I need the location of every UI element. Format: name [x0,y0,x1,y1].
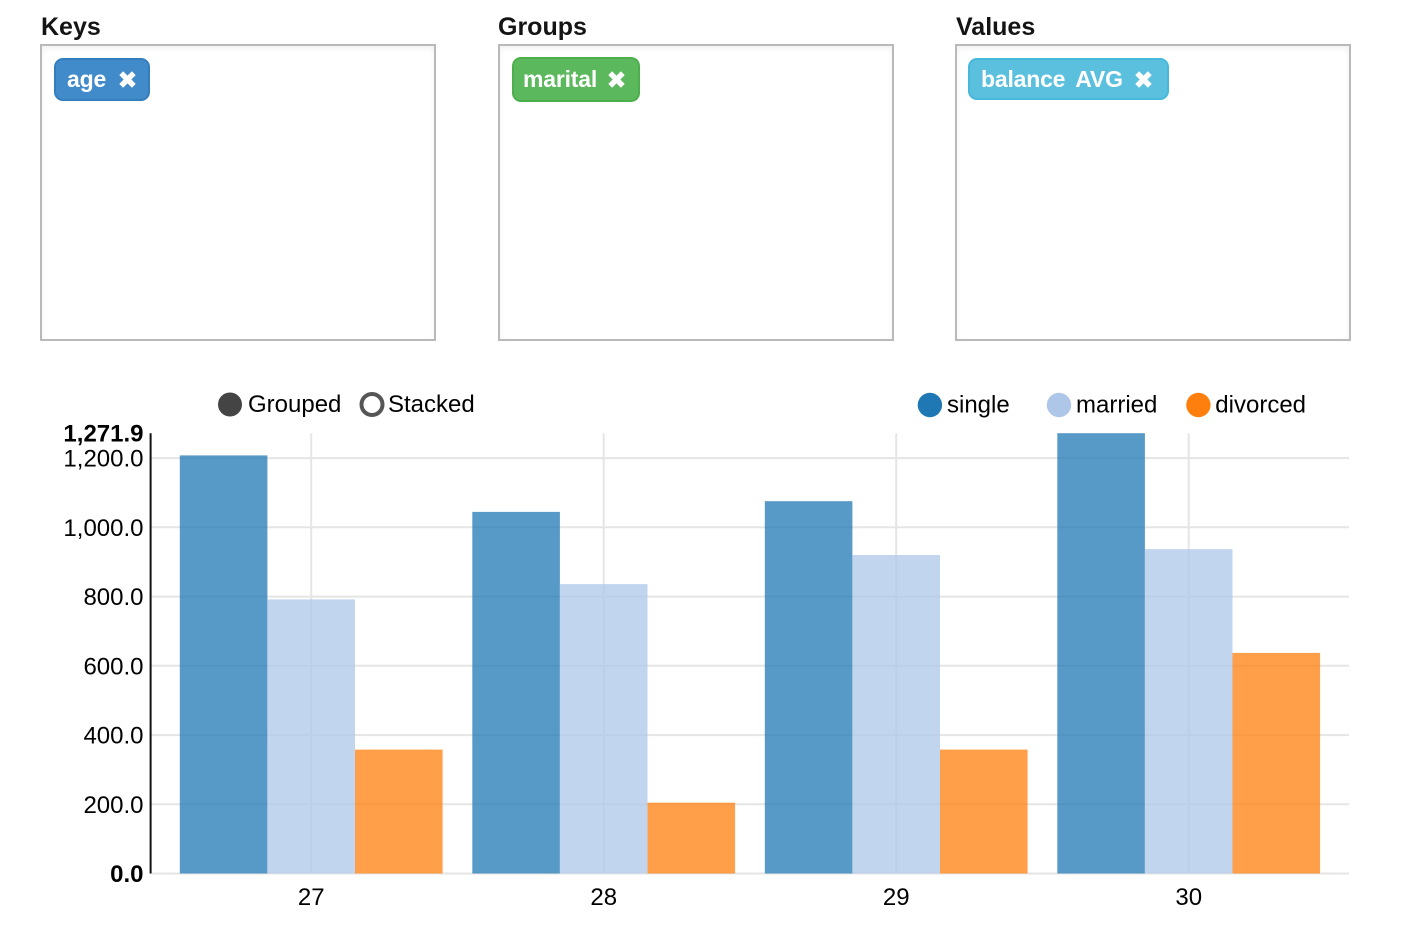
svg-text:married: married [1076,392,1157,419]
svg-text:800.0: 800.0 [83,584,143,611]
svg-text:400.0: 400.0 [83,723,143,750]
svg-text:1,200.0: 1,200.0 [63,446,143,473]
svg-text:30: 30 [1175,884,1202,911]
svg-text:Stacked: Stacked [388,391,475,418]
svg-text:29: 29 [883,884,910,911]
svg-text:single: single [947,392,1010,419]
svg-text:1,000.0: 1,000.0 [63,515,143,542]
svg-text:1,271.9: 1,271.9 [63,421,143,448]
svg-text:0.0: 0.0 [110,861,143,888]
svg-text:divorced: divorced [1215,392,1306,419]
svg-text:200.0: 200.0 [83,792,143,819]
svg-text:27: 27 [298,884,325,911]
svg-text:600.0: 600.0 [83,653,143,680]
svg-text:28: 28 [590,884,617,911]
svg-text:Grouped: Grouped [248,391,341,418]
